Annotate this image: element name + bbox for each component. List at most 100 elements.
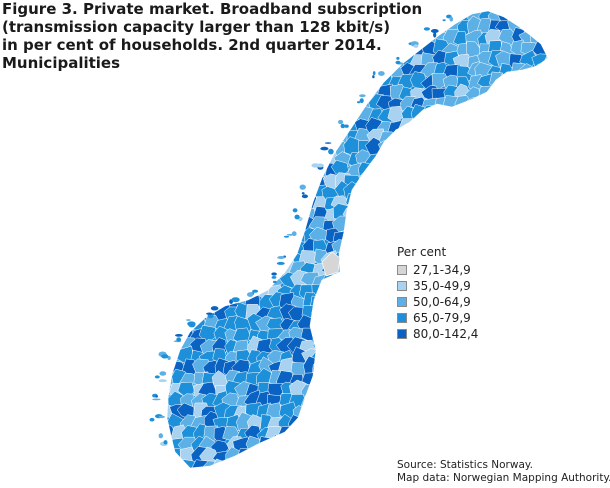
municipality-region — [277, 479, 296, 488]
municipality-region — [148, 217, 166, 235]
municipality-region — [501, 315, 518, 336]
municipality-region — [444, 184, 461, 201]
municipality-region — [419, 128, 439, 147]
municipality-region — [388, 192, 407, 211]
municipality-region — [167, 456, 174, 468]
municipality-region — [354, 193, 374, 213]
municipality-region — [178, 151, 199, 170]
municipality-region — [397, 185, 419, 204]
municipality-region — [523, 305, 540, 325]
municipality-region — [321, 282, 340, 302]
municipality-region — [254, 140, 272, 160]
municipality-region — [499, 205, 517, 223]
municipality-region — [430, 227, 451, 246]
municipality-region — [169, 207, 189, 224]
municipality-region — [402, 349, 420, 368]
municipality-region — [193, 215, 211, 236]
municipality-region — [385, 214, 404, 234]
municipality-region — [269, 482, 286, 488]
municipality-region — [398, 403, 415, 422]
municipality-region — [410, 148, 429, 166]
municipality-region — [311, 83, 328, 102]
municipality-region — [167, 290, 174, 311]
municipality-region — [386, 207, 404, 225]
municipality-region — [191, 196, 209, 215]
municipality-region — [268, 240, 286, 256]
municipality-region — [509, 158, 525, 178]
municipality-region — [500, 140, 517, 160]
municipality-region — [486, 384, 505, 401]
municipality-region — [456, 391, 472, 410]
municipality-region — [333, 70, 352, 92]
municipality-region — [454, 373, 473, 391]
municipality-region — [179, 94, 198, 113]
municipality-region — [487, 418, 505, 437]
municipality-region — [452, 226, 472, 246]
municipality-region — [531, 382, 548, 399]
legend-swatch — [397, 313, 407, 323]
municipality-region — [432, 383, 452, 403]
municipality-region — [540, 29, 548, 48]
municipality-region — [311, 446, 330, 468]
municipality-region — [277, 238, 296, 259]
municipality-region — [477, 142, 495, 157]
municipality-region — [193, 261, 209, 279]
municipality-region — [540, 238, 548, 256]
municipality-region — [387, 373, 406, 392]
municipality-region — [365, 413, 384, 432]
municipality-region — [220, 258, 242, 279]
municipality-region — [553, 206, 570, 222]
region-light-grey-patch — [321, 251, 341, 277]
municipality-region — [334, 316, 349, 337]
municipality-region — [180, 280, 201, 298]
figure-title-line-4: Municipalities — [2, 54, 121, 72]
municipality-region — [512, 350, 527, 367]
municipality-region — [246, 247, 265, 268]
municipality-region — [388, 185, 406, 202]
municipality-region — [192, 207, 208, 224]
municipality-region — [421, 407, 441, 423]
municipality-region — [169, 303, 188, 322]
municipality-region — [356, 283, 375, 300]
source-line-1: Source: Statistics Norway. — [397, 459, 533, 471]
municipality-region — [278, 84, 299, 101]
municipality-region — [222, 140, 242, 159]
municipality-region — [531, 21, 548, 39]
municipality-region — [290, 481, 307, 488]
municipality-region — [476, 196, 495, 215]
municipality-region — [478, 237, 497, 257]
municipality-region — [531, 140, 548, 159]
municipality-region — [279, 204, 296, 224]
municipality-region — [345, 304, 361, 322]
municipality-region — [198, 119, 220, 137]
municipality-region — [498, 301, 517, 320]
municipality-region — [180, 271, 199, 289]
municipality-region — [458, 361, 474, 378]
municipality-region — [357, 227, 374, 248]
municipality-region — [180, 138, 197, 158]
municipality-region — [223, 130, 242, 148]
municipality-region — [246, 261, 265, 278]
municipality-region — [424, 118, 442, 136]
municipality-region — [192, 184, 210, 203]
municipality-region — [357, 313, 374, 334]
municipality-region — [344, 237, 365, 255]
municipality-region — [344, 292, 364, 311]
municipality-region — [301, 423, 321, 441]
coastal-island — [442, 19, 446, 22]
municipality-region — [168, 138, 187, 158]
municipality-region — [366, 347, 385, 367]
municipality-region — [364, 294, 384, 312]
municipality-region — [478, 293, 497, 311]
municipality-region — [464, 369, 483, 387]
municipality-region — [554, 391, 571, 408]
municipality-region — [167, 163, 179, 182]
municipality-region — [357, 359, 373, 379]
municipality-region — [498, 193, 518, 212]
municipality-region — [484, 162, 505, 180]
municipality-region — [343, 349, 364, 368]
municipality-region — [171, 482, 186, 488]
municipality-region — [400, 173, 418, 192]
municipality-region — [230, 107, 252, 125]
municipality-region — [211, 183, 228, 204]
